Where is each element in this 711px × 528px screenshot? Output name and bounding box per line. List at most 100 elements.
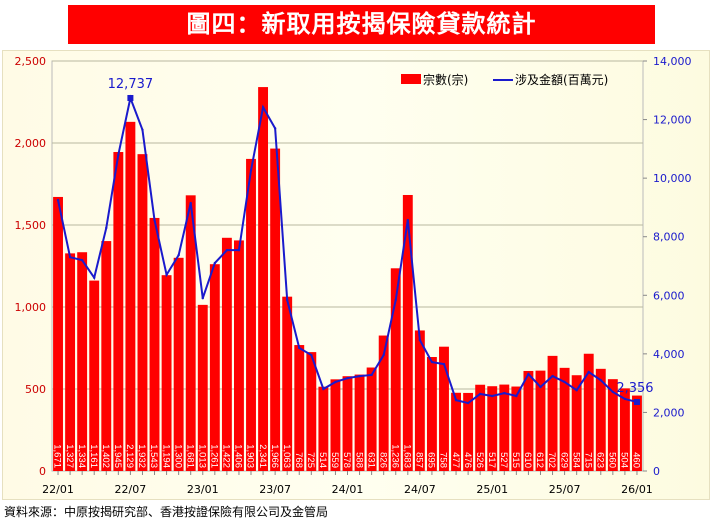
line-point — [322, 387, 325, 391]
line-point — [298, 346, 301, 350]
annotation-marker — [127, 94, 134, 101]
bar — [607, 379, 618, 471]
bar — [209, 264, 220, 471]
bar-label: 629 — [558, 452, 569, 468]
bar — [475, 384, 486, 471]
line-point — [346, 376, 349, 380]
bar-label: 460 — [631, 452, 642, 468]
right-axis-tick: 0 — [653, 465, 660, 478]
bar-label: 1,013 — [196, 444, 207, 468]
left-axis-tick: 2,000 — [15, 137, 47, 150]
bar-label: 1,966 — [269, 444, 280, 468]
line-point — [382, 353, 385, 357]
line-point — [273, 127, 277, 130]
line-point — [285, 298, 289, 302]
line-point — [68, 256, 72, 259]
bar — [294, 345, 305, 471]
left-axis-tick: 2,500 — [15, 55, 47, 68]
line-point — [623, 397, 627, 401]
line-point — [454, 398, 458, 402]
bar-label: 476 — [462, 452, 473, 468]
legend-line-label: 涉及金額(百萬元) — [515, 72, 608, 87]
bar-label: 584 — [570, 452, 581, 468]
bar-label: 2,129 — [124, 444, 135, 468]
bar-label: 758 — [438, 452, 449, 468]
bar-label: 1,422 — [221, 444, 232, 468]
bar-label: 1,671 — [52, 444, 63, 468]
bar-label: 1,402 — [100, 444, 111, 468]
bar — [523, 370, 534, 471]
line-point — [358, 374, 361, 378]
bar — [451, 392, 461, 471]
line-point — [177, 253, 180, 257]
line-point — [153, 218, 156, 222]
x-axis-tick: 24/07 — [404, 483, 436, 496]
bar-label: 768 — [293, 452, 304, 468]
bar — [619, 388, 630, 471]
bar — [318, 386, 329, 471]
bar-label: 1,932 — [136, 444, 147, 468]
line-point — [587, 370, 590, 374]
annotation-marker — [633, 399, 640, 406]
line-point — [201, 297, 204, 300]
bar-label: 559 — [329, 452, 340, 468]
bar — [53, 196, 63, 471]
bar — [282, 296, 293, 471]
bar-label: 1,683 — [402, 444, 413, 468]
line-point — [261, 106, 265, 109]
bar — [632, 395, 642, 471]
line-point — [611, 390, 615, 394]
bar-label: 702 — [546, 452, 557, 468]
line-point — [80, 258, 84, 262]
bar-label: 504 — [619, 452, 630, 468]
bar — [270, 148, 281, 472]
bar — [234, 240, 244, 471]
line-point — [310, 353, 313, 357]
bar-label: 1,261 — [209, 444, 220, 468]
chart-title: 圖四：新取用按揭保險貸款統計 — [68, 5, 655, 44]
right-axis-tick: 12,000 — [653, 114, 692, 127]
line-point — [563, 380, 566, 384]
x-axis-tick: 26/01 — [621, 483, 653, 496]
bar-label: 1,406 — [233, 444, 244, 468]
line-point — [334, 380, 337, 384]
bar — [77, 252, 88, 471]
x-axis-tick: 22/07 — [115, 483, 147, 496]
right-axis-tick: 14,000 — [653, 55, 692, 68]
legend-bar-label: 宗數(宗) — [423, 72, 468, 87]
line-point — [249, 169, 253, 172]
bar-label: 560 — [607, 452, 618, 468]
line-point — [527, 372, 530, 376]
bar-label: 826 — [377, 452, 388, 468]
bar — [101, 241, 112, 471]
bar-label: 725 — [305, 452, 316, 468]
bar-label: 2,341 — [257, 444, 268, 468]
bar-label: 477 — [450, 452, 461, 468]
bar-label: 514 — [317, 452, 328, 468]
bar-label: 610 — [522, 452, 533, 468]
line-point — [93, 276, 96, 279]
bar-label: 1,327 — [64, 444, 75, 468]
line-point — [430, 360, 434, 364]
bar-label: 623 — [594, 452, 605, 468]
bar-label: 1,161 — [88, 444, 99, 468]
right-axis-tick: 2,000 — [653, 406, 685, 419]
x-axis-tick: 23/07 — [259, 483, 291, 496]
bar — [354, 374, 365, 471]
bar-label: 715 — [582, 452, 593, 468]
bar — [258, 87, 269, 472]
bar — [197, 304, 208, 471]
line-point — [213, 261, 217, 265]
bar-label: 517 — [486, 452, 497, 468]
x-axis-tick: 25/07 — [549, 483, 581, 496]
bar — [185, 195, 196, 472]
bar — [583, 353, 594, 471]
bar — [414, 330, 425, 471]
line-point — [515, 394, 518, 398]
line-point — [189, 201, 192, 205]
bar — [149, 217, 160, 471]
legend-bar-swatch — [401, 74, 421, 84]
line-point — [165, 273, 168, 276]
line-point — [56, 198, 60, 202]
bar-label: 1,681 — [184, 444, 195, 468]
